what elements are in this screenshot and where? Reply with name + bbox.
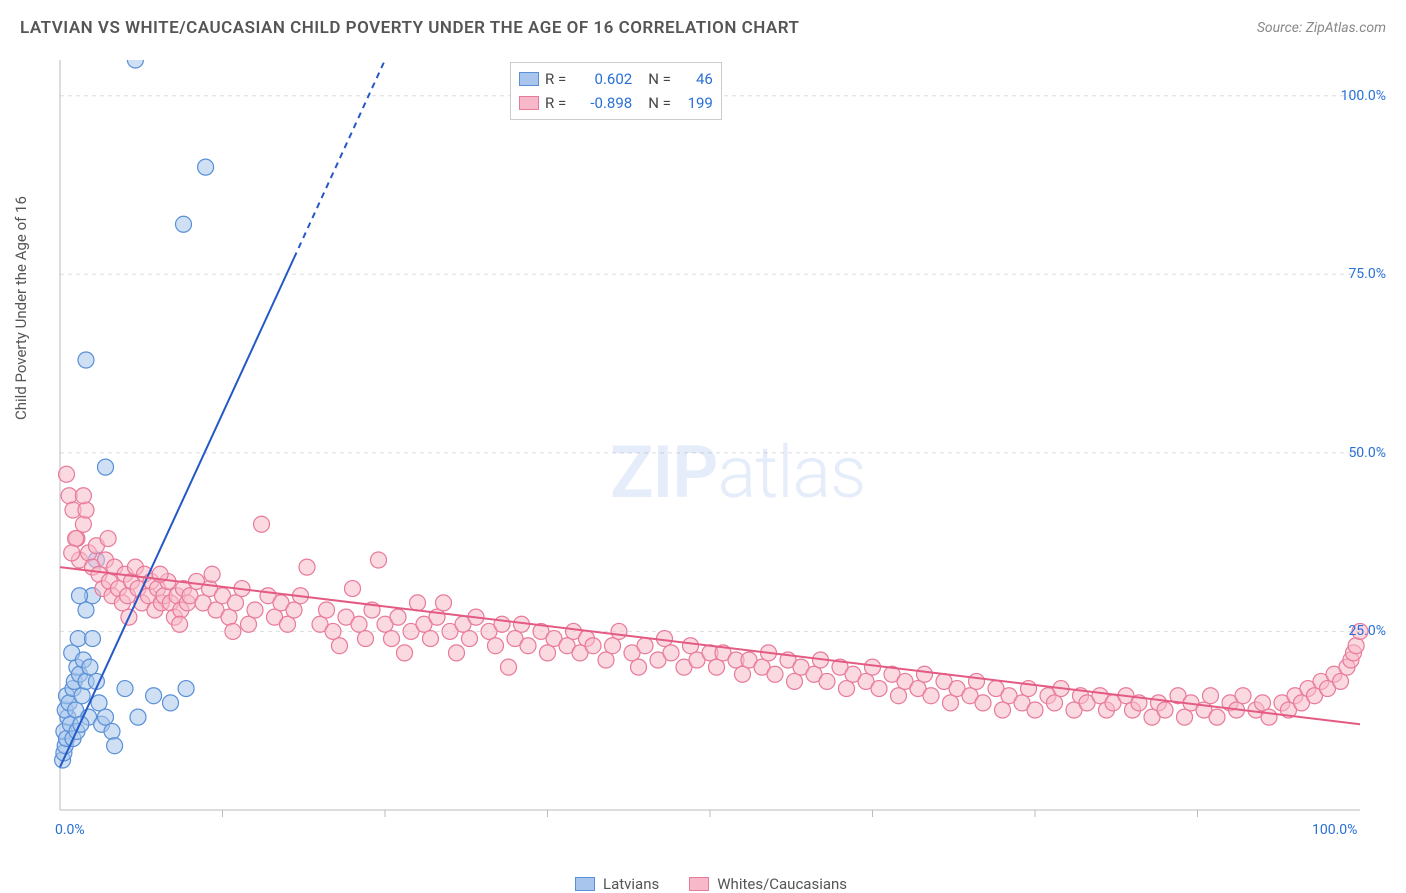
legend-r-value: -0.898 (572, 91, 632, 115)
legend-swatch (689, 877, 709, 891)
stats-legend-box: R = 0.602 N = 46 R = -0.898 N = 199 (510, 62, 722, 120)
bottom-legend-item: Latvians (575, 875, 659, 893)
series-name: Latvians (603, 875, 659, 893)
y-tick-label: 50.0% (1348, 445, 1386, 461)
bottom-legend-item: Whites/Caucasians (689, 875, 847, 893)
chart-container (50, 60, 1390, 840)
series-name: Whites/Caucasians (717, 875, 847, 893)
legend-swatch (575, 877, 595, 891)
legend-row: R = 0.602 N = 46 (519, 67, 713, 91)
legend-row: R = -0.898 N = 199 (519, 91, 713, 115)
source-attribution: Source: ZipAtlas.com (1257, 20, 1386, 36)
y-tick-label: 100.0% (1341, 88, 1386, 104)
y-tick-label: 25.0% (1348, 623, 1386, 639)
legend-n-value: 199 (677, 91, 713, 115)
series-legend: Latvians Whites/Caucasians (575, 875, 847, 893)
legend-r-value: 0.602 (572, 67, 632, 91)
y-tick-label: 75.0% (1348, 266, 1386, 282)
y-axis-label: Child Poverty Under the Age of 16 (12, 196, 30, 420)
legend-n-label: N = (648, 67, 671, 91)
legend-n-value: 46 (677, 67, 713, 91)
legend-r-label: R = (545, 67, 566, 91)
legend-swatch (519, 72, 539, 86)
scatter-chart-svg (50, 60, 1390, 840)
x-tick-label: 100.0% (1312, 822, 1357, 838)
legend-n-label: N = (648, 91, 671, 115)
legend-swatch (519, 96, 539, 110)
legend-r-label: R = (545, 91, 566, 115)
chart-title: LATVIAN VS WHITE/CAUCASIAN CHILD POVERTY… (20, 18, 799, 38)
x-tick-label: 0.0% (55, 822, 85, 838)
